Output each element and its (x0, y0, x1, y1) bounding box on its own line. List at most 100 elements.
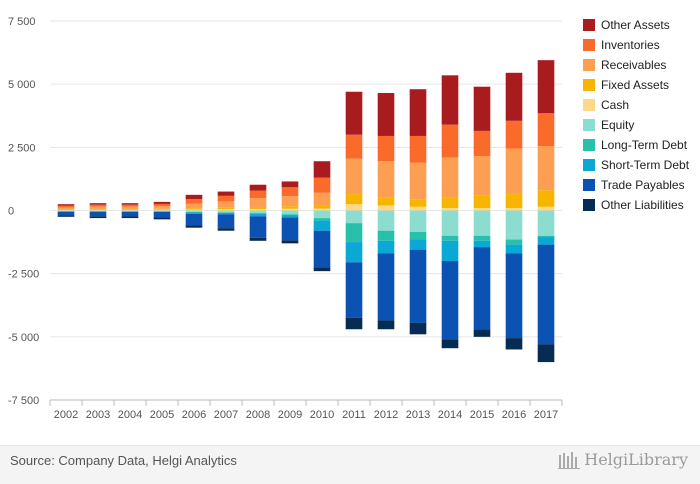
legend-item[interactable]: Short-Term Debt (583, 158, 690, 172)
bar-segment (90, 212, 107, 217)
bar-segment (538, 190, 555, 206)
bar-segment (442, 208, 459, 211)
bar-segment (282, 215, 299, 218)
legend-item[interactable]: Receivables (583, 58, 666, 72)
legend-item[interactable]: Inventories (583, 38, 660, 52)
bar-segment (250, 214, 267, 217)
bar-segment (506, 240, 523, 245)
bar-segment (410, 240, 427, 250)
bar-segment (378, 161, 395, 198)
bar-segment (250, 238, 267, 241)
bar-segment (218, 208, 235, 210)
y-tick-label: 5 000 (8, 79, 36, 91)
legend-swatch (583, 39, 595, 51)
bar-segment (410, 323, 427, 334)
bar-segment (442, 261, 459, 339)
bar-segment (122, 205, 139, 207)
bar-segment (90, 211, 107, 212)
y-tick-label: 7 500 (8, 16, 36, 28)
bar-segment (538, 245, 555, 345)
legend: Other Assets Inventories Receivables Fixed … (583, 18, 690, 212)
bar-segment (90, 211, 107, 212)
bar-segment (250, 211, 267, 214)
bar-segment (218, 214, 235, 228)
legend-item[interactable]: Fixed Assets (583, 78, 669, 92)
legend-item[interactable]: Other Assets (583, 18, 670, 32)
brand-logo[interactable]: HelgiLibrary (558, 450, 688, 469)
bar-segment (314, 208, 331, 210)
legend-item[interactable]: Long-Term Debt (583, 138, 688, 152)
bar-segment (378, 320, 395, 329)
bar-segment (186, 212, 203, 213)
bar-segment (474, 247, 491, 329)
bar-segment (186, 214, 203, 225)
bar-segment (474, 211, 491, 236)
bar-segment (346, 223, 363, 242)
bar-segment (474, 236, 491, 241)
legend-item[interactable]: Cash (583, 98, 629, 112)
x-tick-label: 2005 (150, 409, 174, 421)
bar-segment (506, 73, 523, 121)
bar-segment (250, 191, 267, 199)
bar-segment (218, 209, 235, 210)
bar-segment (154, 211, 171, 212)
bar-segment (282, 196, 299, 206)
bar-segment (186, 211, 203, 213)
y-tick-label: 2 500 (8, 142, 36, 154)
footer: Source: Company Data, Helgi Analytics He… (0, 445, 700, 484)
bar-segment (410, 250, 427, 323)
bar-segment (186, 209, 203, 210)
bar-segment (90, 205, 107, 207)
bar-segment (538, 237, 555, 245)
bar-segment (378, 136, 395, 161)
x-tick-label: 2016 (502, 409, 526, 421)
bar-segment (90, 210, 107, 211)
bar-segment (410, 199, 427, 207)
bar-segment (410, 89, 427, 136)
bar-segment (442, 198, 459, 208)
bar-segment (378, 205, 395, 210)
x-tick-label: 2014 (438, 409, 462, 421)
x-tick-label: 2004 (118, 409, 142, 421)
bar-segment (410, 232, 427, 240)
bar-segment (474, 87, 491, 131)
bar-segment (58, 209, 75, 210)
bar-segment (346, 92, 363, 135)
x-tick-label: 2017 (534, 409, 558, 421)
bar-segment (346, 159, 363, 194)
bar-segment (154, 202, 171, 204)
x-tick-label: 2011 (342, 409, 366, 421)
bar-segment (378, 253, 395, 320)
source-note: Source: Company Data, Helgi Analytics (10, 453, 237, 468)
legend-item[interactable]: Trade Payables (583, 178, 685, 192)
bar-segment (346, 194, 363, 204)
bar-segment (314, 161, 331, 177)
x-tick-label: 2009 (278, 409, 302, 421)
bar-segment (122, 209, 139, 210)
bar-segment (442, 75, 459, 124)
x-tick-label: 2013 (406, 409, 430, 421)
bar-segment (186, 204, 203, 209)
bar-segment (154, 218, 171, 220)
legend-item[interactable]: Other Liabilities (583, 198, 684, 212)
bar-segment (314, 221, 331, 231)
bar-segment (154, 209, 171, 210)
bar-segment (218, 196, 235, 202)
bar-segment (58, 216, 75, 217)
bar-segment (410, 211, 427, 232)
bar-segment (378, 198, 395, 206)
bar-segment (186, 199, 203, 204)
bar-segment (282, 218, 299, 241)
bar-segment (250, 209, 267, 211)
x-tick-label: 2003 (86, 409, 110, 421)
bar-segment (58, 211, 75, 212)
x-tick-label: 2008 (246, 409, 270, 421)
x-tick-label: 2012 (374, 409, 398, 421)
legend-item[interactable]: Equity (583, 118, 634, 132)
bar-segment (58, 211, 75, 212)
bar-segment (346, 135, 363, 159)
bar-segment (378, 231, 395, 241)
bar-segment (154, 204, 171, 206)
bar-segment (58, 206, 75, 208)
